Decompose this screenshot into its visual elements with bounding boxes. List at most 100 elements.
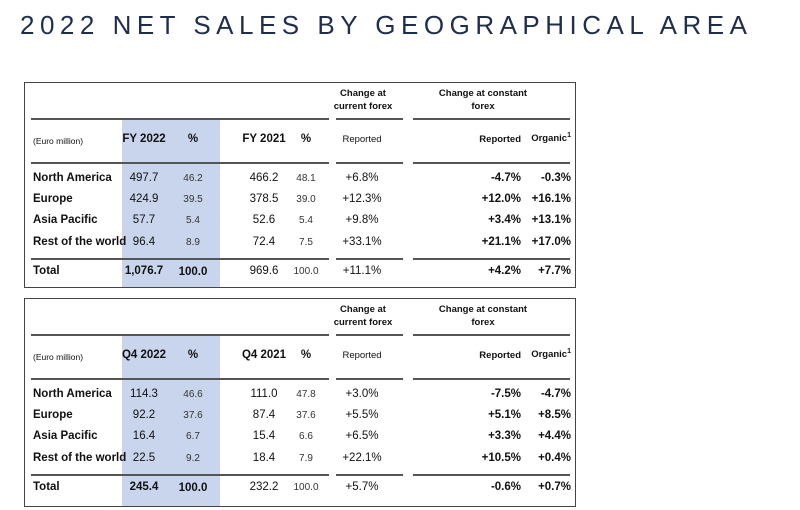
page-title: 2022 NET SALES BY GEOGRAPHICAL AREA	[20, 10, 753, 40]
change-constant-reported: -4.7%	[490, 172, 521, 184]
col-header-organic: Organic1	[531, 348, 571, 360]
change-organic: +7.7%	[538, 265, 571, 277]
current-pct: 8.9	[186, 237, 200, 248]
divider	[31, 334, 329, 336]
current-value: 57.7	[132, 214, 156, 226]
change-organic: +8.5%	[538, 409, 571, 421]
unit-label: (Euro million)	[33, 136, 84, 146]
col-header-reported-current: Reported	[342, 350, 382, 361]
col-header-organic: Organic1	[531, 132, 571, 144]
divider	[336, 474, 403, 476]
current-value: 16.4	[132, 430, 156, 442]
change-constant-reported: -0.6%	[490, 481, 521, 493]
row-label: North America	[33, 388, 112, 400]
change-current-forex: +9.8%	[345, 214, 379, 226]
previous-value: 232.2	[249, 481, 279, 493]
current-pct: 39.5	[183, 194, 203, 205]
col-header-reported-constant: Reported	[479, 350, 521, 361]
group-header-constant-forex: Change at constant forex	[438, 88, 528, 112]
change-current-forex: +6.5%	[345, 430, 379, 442]
previous-pct: 100.0	[293, 266, 319, 277]
change-current-forex: +5.7%	[345, 481, 379, 493]
change-constant-reported: -7.5%	[490, 388, 521, 400]
divider	[413, 378, 570, 380]
footnote-mark: 1	[567, 348, 571, 355]
current-value: 424.9	[129, 193, 159, 205]
change-current-forex: +33.1%	[342, 236, 382, 248]
change-current-forex: +6.8%	[345, 172, 379, 184]
previous-value: 87.4	[252, 409, 276, 421]
change-current-forex: +22.1%	[342, 452, 382, 464]
fy-sales-table: Change at current forex Change at constan…	[24, 82, 576, 288]
divider	[336, 118, 403, 120]
current-value: 497.7	[129, 172, 159, 184]
row-label: Rest of the world	[33, 236, 127, 248]
change-organic: +13.1%	[531, 214, 571, 226]
current-value: 245.4	[129, 481, 159, 493]
change-constant-reported: +4.2%	[488, 265, 521, 277]
divider	[31, 118, 329, 120]
previous-value: 969.6	[249, 265, 279, 277]
divider	[413, 118, 570, 120]
current-pct: 46.2	[183, 173, 203, 184]
change-organic: +17.0%	[531, 236, 571, 248]
group-header-current-forex: Change at current forex	[333, 304, 393, 328]
change-organic: +16.1%	[531, 193, 571, 205]
divider	[413, 474, 570, 476]
row-label: Europe	[33, 193, 73, 205]
previous-pct: 6.6	[299, 431, 313, 442]
current-value: 1,076.7	[124, 265, 164, 277]
current-pct: 5.4	[186, 215, 200, 226]
organic-label: Organic	[531, 349, 568, 361]
change-constant-reported: +10.5%	[481, 452, 521, 464]
change-constant-reported: +5.1%	[488, 409, 521, 421]
previous-value: 111.0	[250, 388, 278, 400]
current-pct: 46.6	[183, 389, 203, 400]
current-value: 96.4	[132, 236, 156, 248]
row-label: Europe	[33, 409, 73, 421]
row-label: Total	[33, 265, 60, 277]
col-header-current-pct: %	[187, 133, 199, 145]
row-label: Rest of the world	[33, 452, 127, 464]
change-current-forex: +5.5%	[345, 409, 379, 421]
current-value: 114.3	[130, 388, 158, 400]
divider	[336, 162, 403, 164]
col-header-current-pct: %	[187, 349, 199, 361]
change-constant-reported: +3.4%	[488, 214, 521, 226]
divider	[413, 162, 570, 164]
group-header-current-forex: Change at current forex	[333, 88, 393, 112]
previous-value: 18.4	[252, 452, 276, 464]
col-header-previous-pct: %	[300, 133, 312, 145]
change-constant-reported: +12.0%	[481, 193, 521, 205]
group-header-constant-forex: Change at constant forex	[438, 304, 528, 328]
change-constant-reported: +3.3%	[488, 430, 521, 442]
current-value: 22.5	[132, 452, 156, 464]
previous-pct: 37.6	[296, 410, 316, 421]
highlight-current-period-column	[122, 334, 220, 506]
col-header-current: FY 2022	[122, 133, 166, 145]
current-pct: 100.0	[178, 266, 208, 278]
previous-value: 52.6	[252, 214, 276, 226]
col-header-current: Q4 2022	[121, 349, 167, 361]
change-organic: -4.7%	[540, 388, 571, 400]
previous-pct: 39.0	[296, 194, 316, 205]
divider	[336, 378, 403, 380]
change-current-forex: +11.1%	[342, 265, 382, 277]
divider	[413, 258, 570, 260]
row-label: Asia Pacific	[33, 430, 98, 442]
footnote-mark: 1	[567, 132, 571, 139]
previous-pct: 5.4	[299, 215, 313, 226]
previous-pct: 47.8	[296, 389, 316, 400]
previous-value: 378.5	[249, 193, 279, 205]
divider	[31, 378, 329, 380]
previous-pct: 7.9	[299, 453, 313, 464]
divider	[31, 474, 329, 476]
divider	[31, 258, 329, 260]
current-pct: 100.0	[178, 482, 208, 494]
current-pct: 6.7	[186, 431, 200, 442]
previous-pct: 7.5	[299, 237, 313, 248]
change-organic: +4.4%	[538, 430, 571, 442]
change-current-forex: +3.0%	[345, 388, 379, 400]
divider	[31, 162, 329, 164]
col-header-previous: FY 2021	[242, 133, 286, 145]
